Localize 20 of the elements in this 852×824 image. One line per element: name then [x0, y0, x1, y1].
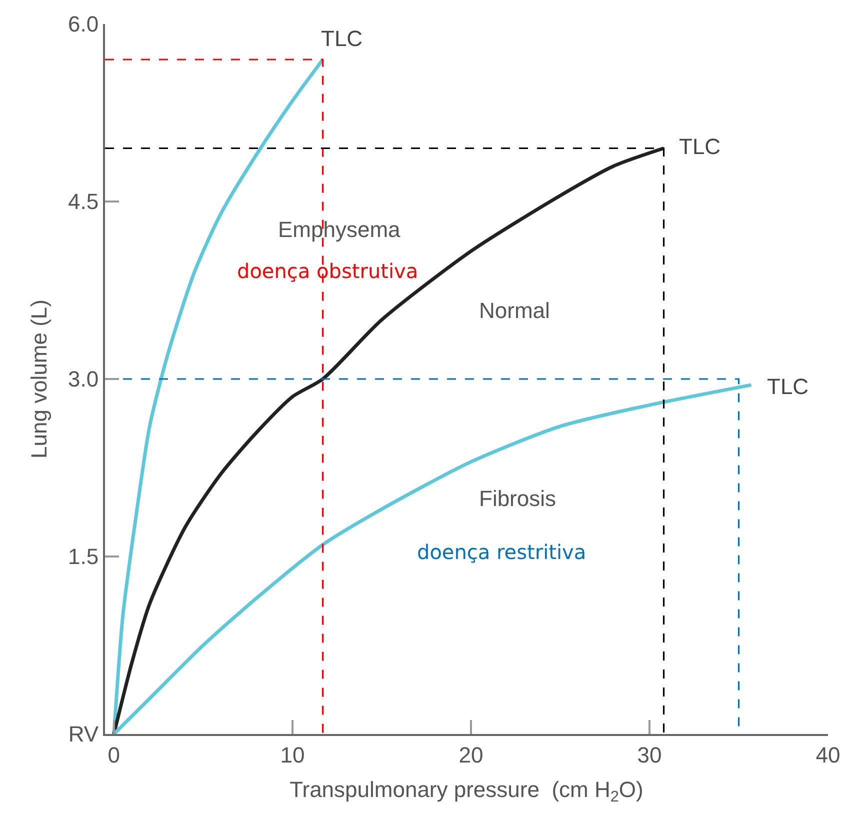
y-tick-label: 3.0 [68, 366, 99, 392]
annotation: Emphysema [278, 217, 402, 242]
x-tick-label: 0 [108, 742, 120, 768]
x-tick-label: 30 [637, 742, 662, 768]
x-tick-label: 40 [816, 742, 840, 768]
y-tick-label: RV [68, 722, 99, 747]
annotation: TLC [321, 26, 363, 51]
annotation: Fibrosis [479, 486, 556, 511]
y-tick-label: 1.5 [68, 544, 99, 570]
annotation: Normal [479, 298, 550, 323]
y-tick-label: 6.0 [68, 12, 99, 37]
x-tick-label: 10 [280, 742, 305, 768]
x-tick-label: 20 [458, 742, 484, 768]
annotation: TLC [679, 134, 721, 159]
annotation: doença restritiva [417, 540, 586, 564]
y-tick-label: 4.5 [68, 189, 99, 214]
x-axis-title: Transpulmonary pressure (cm H$_{2}$O) [290, 776, 644, 806]
y-axis-title: Lung volume (L) [26, 300, 52, 458]
annotation: TLC [767, 374, 809, 399]
annotation: doença obstrutiva [237, 259, 418, 283]
